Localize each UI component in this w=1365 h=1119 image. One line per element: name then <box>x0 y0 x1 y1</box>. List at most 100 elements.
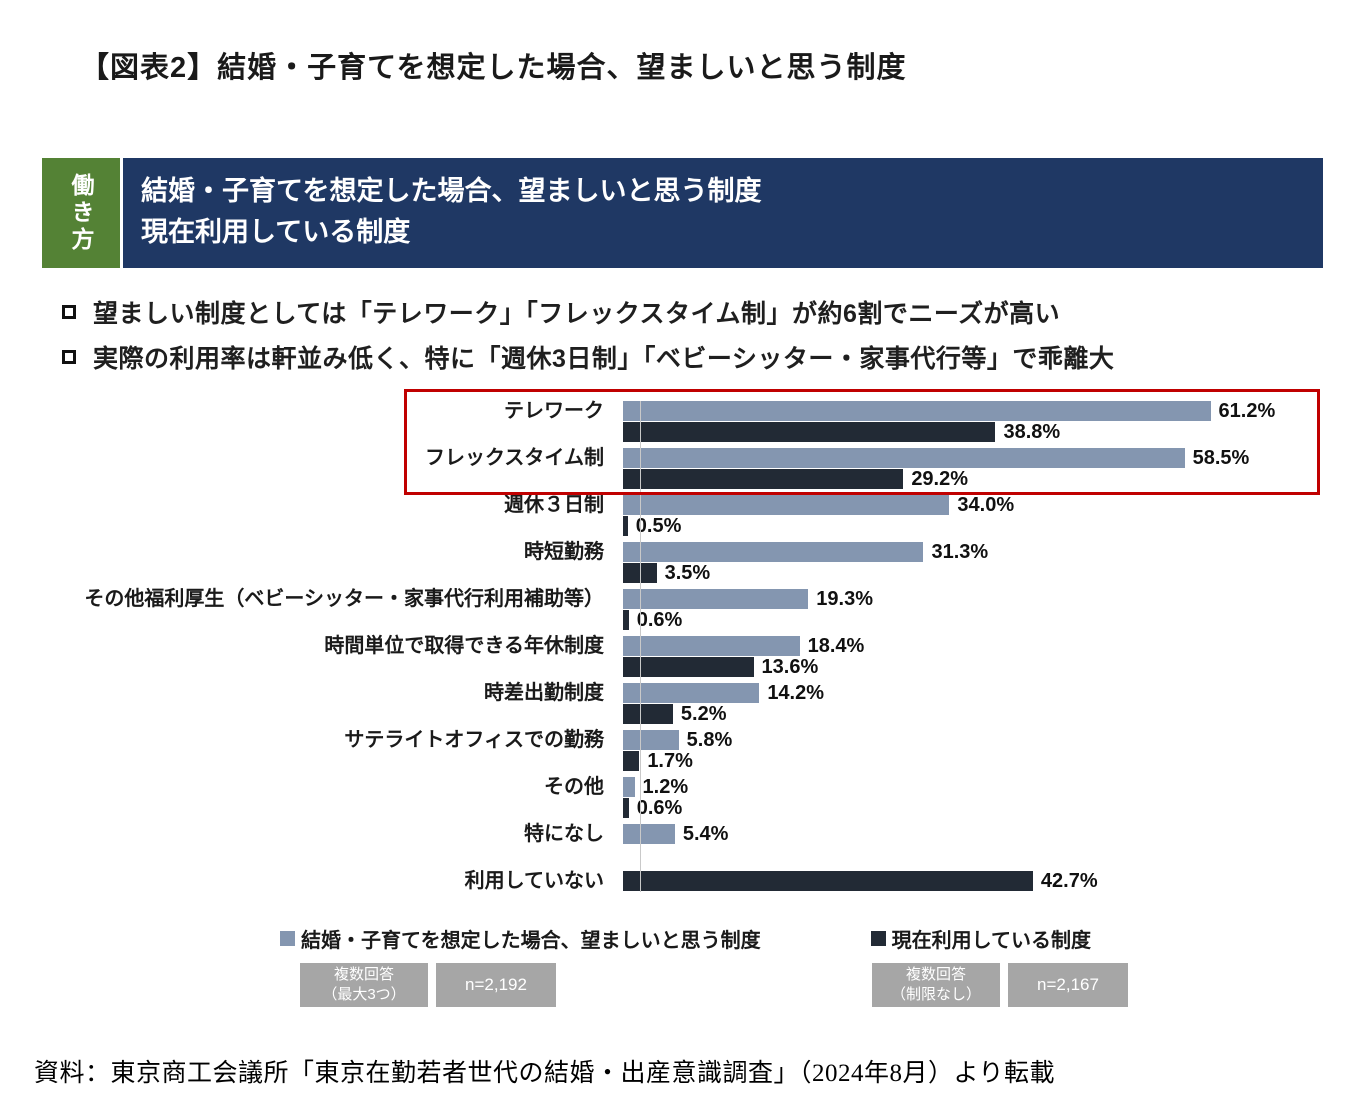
category-label: その他 <box>544 776 604 798</box>
chart-row: 時差出勤制度 14.2% 5.2% <box>42 683 1323 725</box>
bar-line: 42.7% <box>623 871 1323 891</box>
bar-line: 13.6% <box>623 657 1323 677</box>
value-label: 1.2% <box>642 776 689 798</box>
bar-group: 5.4% <box>622 824 1323 845</box>
current-bar <box>623 422 996 442</box>
category-label: 週休３日制 <box>504 494 604 516</box>
summary-bullet: 実際の利用率は軒並み低く、特に「週休3日制」「ベビーシッター・家事代行等」で乖離… <box>62 339 1323 375</box>
chart-row: サテライトオフィスでの勤務 5.8% 1.7% <box>42 730 1323 772</box>
desired-bar <box>623 401 1211 421</box>
category-label: その他福利厚生（ベビーシッター・家事代行利用補助等） <box>84 588 604 610</box>
note-box-current-n: n=2,167 <box>1008 963 1128 1007</box>
bar-line: 1.2% <box>623 777 1323 797</box>
bar-line: 18.4% <box>623 636 1323 656</box>
chart-row: 時短勤務 31.3% 3.5% <box>42 542 1323 584</box>
current-bar <box>623 751 640 771</box>
section-header: 働き方 結婚・子育てを想定した場合、望ましいと思う制度 現在利用している制度 <box>42 158 1323 268</box>
bar-line: 3.5% <box>623 563 1323 583</box>
bar-line: 5.8% <box>623 730 1323 750</box>
bar-group: 1.2% 0.6% <box>622 777 1323 819</box>
desired-bar <box>623 589 809 609</box>
chart-row: その他 1.2% 0.6% <box>42 777 1323 819</box>
note-line: 複数回答 <box>333 965 394 983</box>
value-label: 42.7% <box>1040 870 1098 892</box>
current-bar <box>623 610 629 630</box>
chart-row: 週休３日制 34.0% 0.5% <box>42 495 1323 537</box>
note-line: （最大3つ） <box>322 986 406 1003</box>
bar-line: 58.5% <box>623 448 1323 468</box>
section-title-line2: 現在利用している制度 <box>141 216 411 247</box>
bar-group: 42.7% <box>622 871 1323 892</box>
bar-group: 31.3% 3.5% <box>622 542 1323 584</box>
value-label: 5.4% <box>682 823 729 845</box>
bar-group: 61.2% 38.8% <box>622 401 1323 443</box>
current-bar <box>623 516 628 536</box>
bar-line: 61.2% <box>623 401 1323 421</box>
value-label: 19.3% <box>816 588 873 610</box>
bar-chart: テレワーク 61.2% 38.8% フレックスタイム制 58.5% 29.2% 週休３日制 3… <box>42 389 1323 892</box>
bar-line: 1.7% <box>623 751 1323 771</box>
value-label: 0.5% <box>635 515 682 537</box>
category-label: 時差出勤制度 <box>484 682 604 704</box>
chart-row: その他福利厚生（ベビーシッター・家事代行利用補助等） 19.3% 0.6% <box>42 589 1323 631</box>
bar-line: 5.4% <box>623 824 1323 844</box>
survey-notes: 複数回答 （最大3つ） n=2,192 複数回答 （制限なし） n=2,167 <box>300 963 1323 1007</box>
summary-bullet: 望ましい制度としては「テレワーク」「フレックスタイム制」が約6割でニーズが高い <box>62 294 1323 330</box>
chart-legend: 結婚・子育てを想定した場合、望ましいと思う制度 現在利用している制度 <box>280 924 1323 953</box>
note-box-current-type: 複数回答 （制限なし） <box>872 963 1000 1007</box>
notes-spacer <box>564 963 864 1007</box>
value-label: 0.6% <box>636 609 683 631</box>
section-header-titles: 結婚・子育てを想定した場合、望ましいと思う制度 現在利用している制度 <box>123 158 1323 268</box>
desired-bar <box>623 495 950 515</box>
value-label: 31.3% <box>931 541 989 563</box>
value-label: 0.6% <box>636 797 683 819</box>
bar-line: 19.3% <box>623 589 1323 609</box>
bar-line: 14.2% <box>623 683 1323 703</box>
chart-row: 利用していない 42.7% <box>42 871 1323 892</box>
bar-group: 18.4% 13.6% <box>622 636 1323 678</box>
chart-row: 時間単位で取得できる年休制度 18.4% 13.6% <box>42 636 1323 678</box>
summary-bullets: 望ましい制度としては「テレワーク」「フレックスタイム制」が約6割でニーズが高い … <box>62 294 1323 375</box>
bar-line: 34.0% <box>623 495 1323 515</box>
current-bar <box>623 704 673 724</box>
bullet-text: 望ましい制度としては「テレワーク」「フレックスタイム制」が約6割でニーズが高い <box>93 300 1061 328</box>
category-label: 時間単位で取得できる年休制度 <box>324 635 604 657</box>
bullet-text: 実際の利用率は軒並み低く、特に「週休3日制」「ベビーシッター・家事代行等」で乖離… <box>93 345 1115 373</box>
bar-line: 38.8% <box>623 422 1323 442</box>
category-label: テレワーク <box>504 400 604 422</box>
desired-bar <box>623 636 800 656</box>
value-label: 1.7% <box>647 750 693 772</box>
value-label: 5.8% <box>686 729 733 751</box>
current-bar <box>623 469 904 489</box>
legend-label-desired: 結婚・子育てを想定した場合、望ましいと思う制度 <box>301 930 761 952</box>
desired-bar <box>623 542 924 562</box>
desired-bar <box>623 730 679 750</box>
legend-label-current: 現在利用している制度 <box>891 930 1092 952</box>
category-label: 利用していない <box>464 870 604 892</box>
current-bar <box>623 563 657 583</box>
note-box-desired-n: n=2,192 <box>436 963 556 1007</box>
current-bar <box>623 871 1033 891</box>
bar-line: 0.6% <box>623 798 1323 818</box>
bullet-square-icon <box>62 350 76 364</box>
desired-bar <box>623 824 675 844</box>
bar-line: 29.2% <box>623 469 1323 489</box>
value-label: 61.2% <box>1218 400 1276 422</box>
bar-group: 19.3% 0.6% <box>622 589 1323 631</box>
legend-swatch-desired <box>280 931 295 946</box>
bar-group: 34.0% 0.5% <box>622 495 1323 537</box>
category-label: 特になし <box>524 823 604 845</box>
value-label: 5.2% <box>680 703 727 725</box>
current-bar <box>623 657 754 677</box>
desired-bar <box>623 683 760 703</box>
chart-row: テレワーク 61.2% 38.8% <box>42 401 1323 443</box>
bar-line: 31.3% <box>623 542 1323 562</box>
value-label: 29.2% <box>911 468 969 490</box>
value-label: 13.6% <box>761 656 819 678</box>
value-label: 3.5% <box>664 562 711 584</box>
figure-title: 【図表2】結婚・子育てを想定した場合、望ましいと思う制度 <box>80 52 907 84</box>
value-label: 14.2% <box>767 682 825 704</box>
chart-row: 特になし 5.4% <box>42 824 1323 845</box>
legend-swatch-current <box>870 931 886 946</box>
